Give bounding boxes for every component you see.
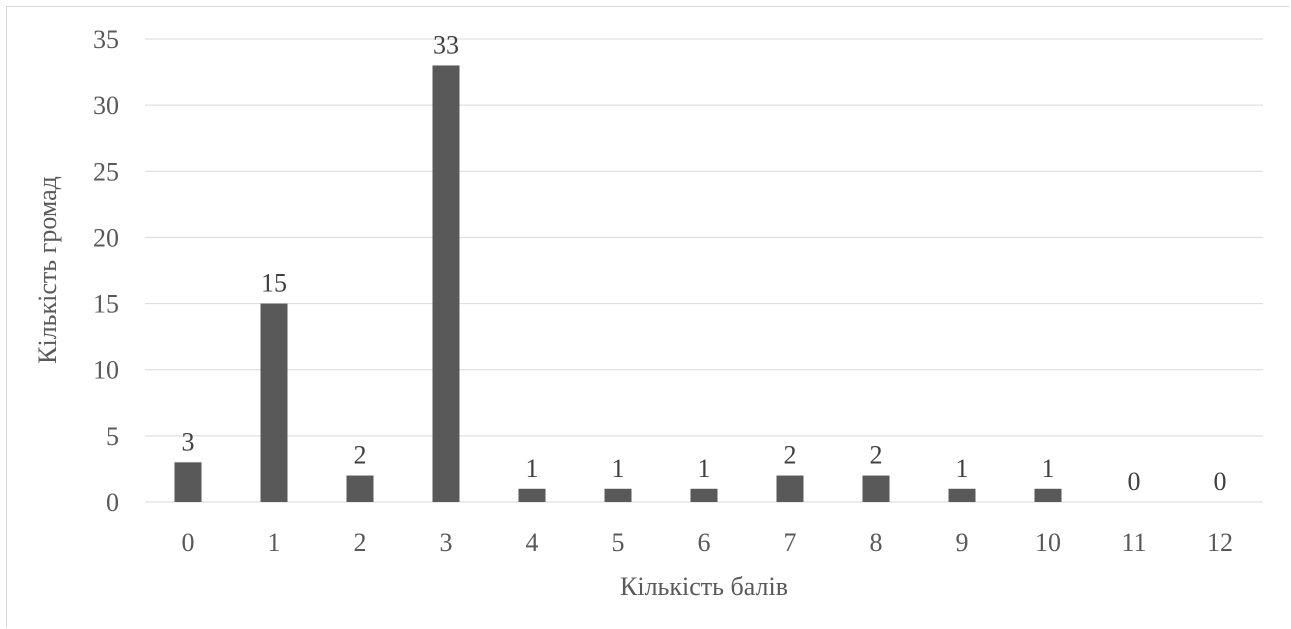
bar-value-label: 2 xyxy=(354,441,367,470)
x-tick-label: 12 xyxy=(1207,528,1233,557)
y-tick-label: 10 xyxy=(93,356,119,385)
bar-value-label: 2 xyxy=(784,441,797,470)
bar xyxy=(260,303,288,502)
bar-value-label: 1 xyxy=(526,454,539,483)
data-labels: 3 15 2 33 1 1 1 2 2 1 1 0 0 xyxy=(182,30,1227,496)
chart-frame xyxy=(6,6,1289,627)
bars xyxy=(174,65,1062,502)
y-tick-label: 0 xyxy=(106,488,119,517)
bar xyxy=(518,488,546,502)
bar-value-label: 1 xyxy=(698,454,711,483)
bar xyxy=(690,488,718,502)
bar xyxy=(948,488,976,502)
x-tick-label: 5 xyxy=(612,528,625,557)
y-tick-label: 20 xyxy=(93,223,119,252)
bar xyxy=(862,475,890,502)
y-tick-label: 15 xyxy=(93,290,119,319)
x-axis-title: Кількість балів xyxy=(620,572,788,601)
gridlines xyxy=(145,38,1263,503)
bar-value-label: 2 xyxy=(870,441,883,470)
bar xyxy=(432,65,460,502)
x-tick-label: 2 xyxy=(354,528,367,557)
bar xyxy=(346,475,374,502)
y-axis-ticks: 0 5 10 15 20 25 30 35 xyxy=(93,25,119,517)
x-tick-label: 4 xyxy=(526,528,539,557)
bar xyxy=(174,462,202,502)
y-axis-title: Кількість громад xyxy=(33,176,62,364)
bar xyxy=(776,475,804,502)
bar-value-label: 33 xyxy=(433,30,459,59)
x-axis-ticks: 0 1 2 3 4 5 6 7 8 9 10 11 12 xyxy=(182,528,1234,557)
x-tick-label: 0 xyxy=(182,528,195,557)
bar-value-label: 3 xyxy=(182,427,195,456)
x-tick-label: 9 xyxy=(956,528,969,557)
y-tick-label: 35 xyxy=(93,25,119,54)
x-tick-label: 6 xyxy=(698,528,711,557)
x-tick-label: 7 xyxy=(784,528,797,557)
y-tick-label: 25 xyxy=(93,157,119,186)
bar-value-label: 1 xyxy=(956,454,969,483)
x-tick-label: 1 xyxy=(268,528,281,557)
x-tick-label: 11 xyxy=(1121,528,1146,557)
y-tick-label: 30 xyxy=(93,91,119,120)
y-tick-label: 5 xyxy=(106,422,119,451)
bar xyxy=(604,488,632,502)
x-tick-label: 3 xyxy=(440,528,453,557)
bar-value-label: 15 xyxy=(261,269,287,298)
bar-value-label: 0 xyxy=(1128,467,1141,496)
bar-value-label: 1 xyxy=(612,454,625,483)
bar xyxy=(1034,488,1062,502)
x-tick-label: 10 xyxy=(1035,528,1061,557)
bar-value-label: 1 xyxy=(1042,454,1055,483)
x-tick-label: 8 xyxy=(870,528,883,557)
bar-value-label: 0 xyxy=(1214,467,1227,496)
